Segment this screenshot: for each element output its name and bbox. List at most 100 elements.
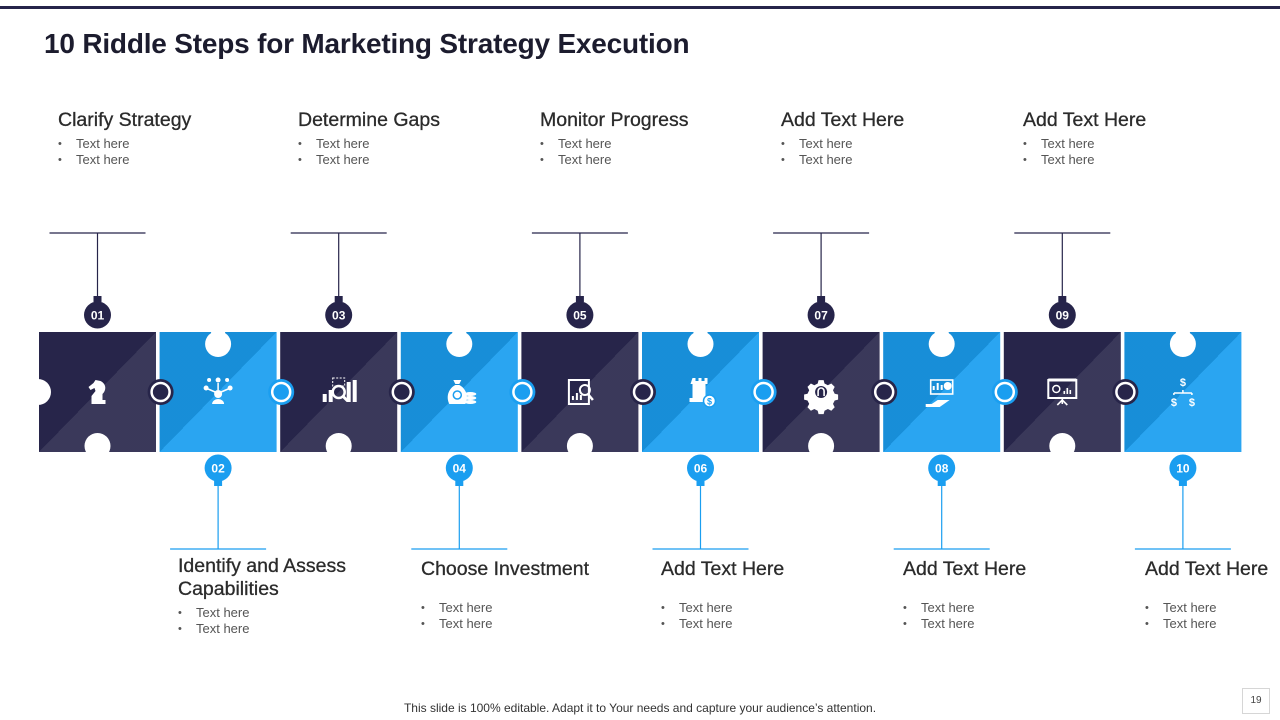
presentation-board-icon bbox=[1047, 378, 1078, 406]
step-07-heading: Add Text Here bbox=[781, 109, 905, 131]
svg-text:$: $ bbox=[1180, 377, 1186, 389]
knob-outline bbox=[270, 381, 292, 403]
step-04-bullets: Text here Text here bbox=[421, 600, 651, 632]
step-03-bullets: Text here Text here bbox=[298, 136, 528, 168]
knob-bottom-white bbox=[84, 433, 111, 459]
step-badge bbox=[687, 454, 714, 482]
step-number: 01 bbox=[91, 309, 105, 323]
bullet-item: Text here bbox=[58, 136, 288, 152]
step-number: 04 bbox=[453, 462, 467, 476]
knob-outline bbox=[632, 381, 654, 403]
knob-neck bbox=[90, 448, 105, 454]
step-02-text: Identify and Assess Capabilities Text he… bbox=[178, 555, 378, 637]
knob-outline bbox=[512, 381, 533, 403]
puzzle-piece-09 bbox=[1003, 332, 1121, 452]
bullet-item: Text here bbox=[298, 152, 528, 168]
page-title: 10 Riddle Steps for Marketing Strategy E… bbox=[44, 28, 690, 59]
step-10-text: Add Text Here Text here Text here bbox=[1145, 558, 1279, 632]
step-number: 10 bbox=[1176, 462, 1190, 476]
money-bag-icon bbox=[447, 380, 477, 404]
step-04-text: Choose Investment Text here Text here bbox=[421, 558, 651, 632]
knob-top-white bbox=[687, 331, 714, 357]
step-03-heading: Determine Gaps bbox=[298, 109, 440, 131]
knob-left-white bbox=[25, 379, 51, 405]
step-06-bullets: Text here Text here bbox=[661, 600, 891, 632]
step-04-heading: Choose Investment bbox=[421, 558, 590, 580]
step-05-heading: Monitor Progress bbox=[540, 109, 689, 131]
knob-bottom-white bbox=[808, 433, 835, 459]
gear-icon bbox=[804, 380, 839, 415]
knob-neck bbox=[934, 330, 949, 336]
puzzle-piece-03 bbox=[280, 332, 398, 452]
step-07-text: Add Text Here Text here Text here bbox=[781, 109, 1011, 168]
step-08-connector: 08 bbox=[893, 454, 990, 550]
step-08-text: Add Text Here Text here Text here bbox=[903, 558, 1133, 632]
step-badge bbox=[1048, 301, 1076, 329]
knob-outline bbox=[1115, 381, 1136, 403]
network-people-icon bbox=[203, 377, 233, 404]
step-07-connector: 07 bbox=[773, 232, 870, 329]
step-01-heading: Clarify Strategy bbox=[58, 109, 192, 131]
step-number: 05 bbox=[573, 309, 587, 323]
step-01-bullets: Text here Text here bbox=[58, 136, 288, 168]
knob-top-white bbox=[1169, 331, 1196, 357]
step-02-bullets: Text here Text here bbox=[178, 605, 378, 637]
knob-outline bbox=[873, 381, 895, 403]
step-badge bbox=[84, 301, 111, 329]
step-number: 08 bbox=[935, 462, 949, 476]
bullet-item: Text here bbox=[421, 616, 651, 632]
step-10-heading: Add Text Here bbox=[1145, 558, 1269, 580]
hand-chart-icon bbox=[925, 379, 954, 407]
knob-bottom-white bbox=[566, 433, 593, 459]
bullet-item: Text here bbox=[540, 152, 770, 168]
step-01-connector: 01 bbox=[49, 232, 146, 329]
step-05-bullets: Text here Text here bbox=[540, 136, 770, 168]
knob-top-white bbox=[446, 331, 473, 357]
knob-neck bbox=[814, 448, 829, 454]
knob-outline bbox=[150, 381, 171, 403]
bullet-item: Text here bbox=[903, 600, 1133, 616]
step-05-connector: 05 bbox=[531, 232, 628, 329]
step-09-bullets: Text here Text here bbox=[1023, 136, 1253, 168]
step-number: 07 bbox=[814, 309, 828, 323]
bullet-item: Text here bbox=[540, 136, 770, 152]
step-06-text: Add Text Here Text here Text here bbox=[661, 558, 891, 632]
step-08-bullets: Text here Text here bbox=[903, 600, 1133, 632]
knob-outline bbox=[753, 381, 774, 403]
chart-magnifier-icon bbox=[322, 377, 357, 403]
step-03-connector: 03 bbox=[290, 232, 387, 329]
knob-bottom-white bbox=[325, 433, 352, 459]
bullet-item: Text here bbox=[661, 616, 891, 632]
step-10-bullets: Text here Text here bbox=[1145, 600, 1279, 632]
knob-neck bbox=[211, 330, 226, 336]
knob-neck bbox=[452, 330, 467, 336]
bullet-item: Text here bbox=[1023, 136, 1253, 152]
step-badge bbox=[1169, 454, 1197, 482]
step-07-bullets: Text here Text here bbox=[781, 136, 1011, 168]
knob-top-white bbox=[928, 331, 955, 357]
report-search-icon bbox=[567, 379, 594, 405]
bullet-item: Text here bbox=[661, 600, 891, 616]
step-08-heading: Add Text Here bbox=[903, 558, 1027, 580]
knob-outline bbox=[994, 381, 1016, 403]
puzzle-piece-01 bbox=[39, 332, 156, 452]
svg-text:$: $ bbox=[707, 397, 712, 407]
bullet-item: Text here bbox=[903, 616, 1133, 632]
step-09-connector: 09 bbox=[1014, 232, 1111, 329]
step-02-heading: Identify and Assess Capabilities bbox=[178, 555, 347, 600]
step-badge bbox=[445, 454, 473, 482]
step-09-text: Add Text Here Text here Text here bbox=[1023, 109, 1253, 168]
castle-coin-icon: $ bbox=[689, 378, 717, 408]
step-06-connector: 06 bbox=[652, 454, 749, 550]
bullet-item: Text here bbox=[58, 152, 288, 168]
bullet-item: Text here bbox=[178, 621, 378, 637]
step-badge bbox=[928, 454, 956, 482]
dollar-flow-icon: $$ $ bbox=[1171, 377, 1195, 409]
svg-text:$: $ bbox=[1189, 397, 1195, 409]
knob-neck bbox=[1055, 448, 1070, 454]
bullet-item: Text here bbox=[781, 136, 1011, 152]
bullet-item: Text here bbox=[1023, 152, 1253, 168]
step-number: 06 bbox=[694, 462, 708, 476]
bullet-item: Text here bbox=[1145, 616, 1279, 632]
